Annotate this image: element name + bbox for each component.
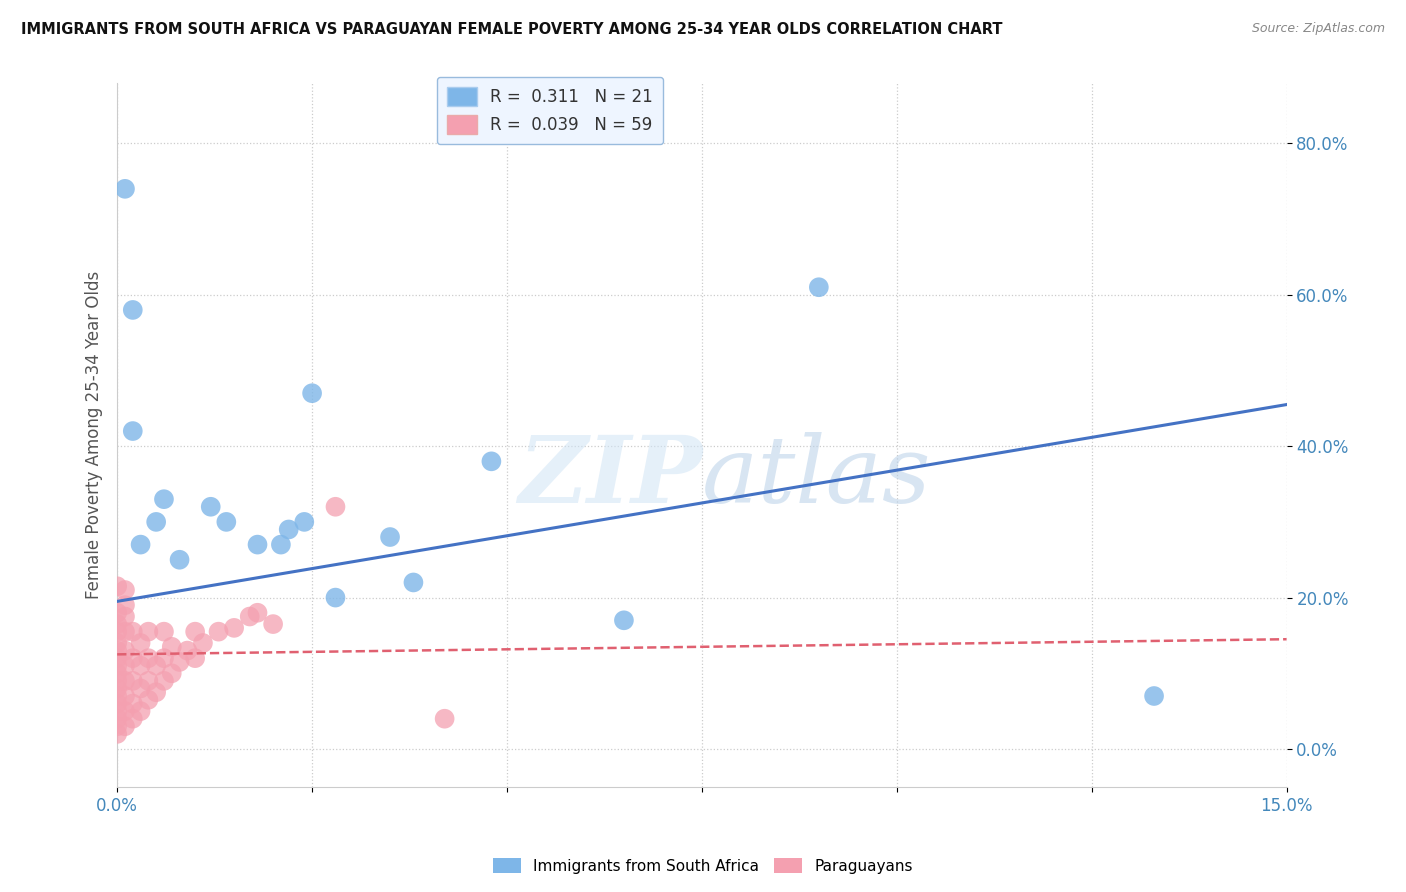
Point bbox=[129, 538, 152, 552]
Point bbox=[105, 624, 128, 639]
Point bbox=[169, 553, 191, 567]
Point bbox=[292, 515, 315, 529]
Text: atlas: atlas bbox=[702, 432, 931, 522]
Point bbox=[246, 606, 269, 620]
Point bbox=[105, 712, 128, 726]
Point bbox=[239, 609, 262, 624]
Point bbox=[105, 704, 128, 718]
Point bbox=[121, 302, 143, 317]
Point bbox=[301, 386, 323, 401]
Point bbox=[481, 454, 503, 468]
Text: IMMIGRANTS FROM SOUTH AFRICA VS PARAGUAYAN FEMALE POVERTY AMONG 25-34 YEAR OLDS : IMMIGRANTS FROM SOUTH AFRICA VS PARAGUAY… bbox=[21, 22, 1002, 37]
Point bbox=[114, 598, 136, 612]
Point bbox=[105, 697, 128, 711]
Point bbox=[176, 643, 198, 657]
Point bbox=[160, 666, 183, 681]
Point bbox=[246, 538, 269, 552]
Point bbox=[105, 689, 128, 703]
Point bbox=[200, 500, 222, 514]
Point bbox=[224, 621, 246, 635]
Point bbox=[105, 579, 128, 593]
Point bbox=[105, 643, 128, 657]
Point bbox=[121, 424, 143, 438]
Point bbox=[191, 636, 214, 650]
Point bbox=[184, 651, 207, 665]
Point bbox=[105, 617, 128, 632]
Point bbox=[105, 681, 128, 696]
Point bbox=[114, 658, 136, 673]
Text: ZIP: ZIP bbox=[517, 432, 702, 522]
Point bbox=[105, 658, 128, 673]
Point bbox=[129, 704, 152, 718]
Point bbox=[114, 182, 136, 196]
Point bbox=[138, 673, 160, 688]
Point bbox=[114, 704, 136, 718]
Point bbox=[145, 515, 167, 529]
Point bbox=[129, 658, 152, 673]
Point bbox=[262, 617, 284, 632]
Point bbox=[121, 673, 143, 688]
Point bbox=[114, 582, 136, 597]
Point bbox=[613, 613, 636, 627]
Point bbox=[105, 651, 128, 665]
Point bbox=[114, 719, 136, 733]
Point bbox=[114, 624, 136, 639]
Point bbox=[207, 624, 229, 639]
Point bbox=[105, 606, 128, 620]
Point bbox=[277, 523, 299, 537]
Point bbox=[138, 624, 160, 639]
Point bbox=[145, 658, 167, 673]
Point bbox=[153, 492, 176, 507]
Point bbox=[114, 643, 136, 657]
Point bbox=[153, 624, 176, 639]
Point bbox=[378, 530, 401, 544]
Point bbox=[121, 712, 143, 726]
Point bbox=[1143, 689, 1166, 703]
Point bbox=[184, 624, 207, 639]
Point bbox=[153, 673, 176, 688]
Point bbox=[325, 591, 347, 605]
Point bbox=[121, 697, 143, 711]
Point bbox=[105, 719, 128, 733]
Legend: R =  0.311   N = 21, R =  0.039   N = 59: R = 0.311 N = 21, R = 0.039 N = 59 bbox=[437, 77, 662, 144]
Point bbox=[153, 651, 176, 665]
Point bbox=[270, 538, 292, 552]
Point bbox=[114, 689, 136, 703]
Point bbox=[325, 500, 347, 514]
Legend: Immigrants from South Africa, Paraguayans: Immigrants from South Africa, Paraguayan… bbox=[488, 852, 918, 880]
Point bbox=[145, 685, 167, 699]
Y-axis label: Female Poverty Among 25-34 Year Olds: Female Poverty Among 25-34 Year Olds bbox=[86, 270, 103, 599]
Point bbox=[138, 693, 160, 707]
Point bbox=[169, 655, 191, 669]
Point bbox=[121, 651, 143, 665]
Point bbox=[160, 640, 183, 654]
Point bbox=[138, 651, 160, 665]
Point bbox=[105, 636, 128, 650]
Point bbox=[114, 609, 136, 624]
Point bbox=[114, 673, 136, 688]
Point bbox=[433, 712, 456, 726]
Point bbox=[129, 636, 152, 650]
Point bbox=[129, 681, 152, 696]
Point bbox=[215, 515, 238, 529]
Text: Source: ZipAtlas.com: Source: ZipAtlas.com bbox=[1251, 22, 1385, 36]
Point bbox=[807, 280, 830, 294]
Point bbox=[105, 673, 128, 688]
Point bbox=[402, 575, 425, 590]
Point bbox=[121, 624, 143, 639]
Point bbox=[105, 727, 128, 741]
Point bbox=[105, 666, 128, 681]
